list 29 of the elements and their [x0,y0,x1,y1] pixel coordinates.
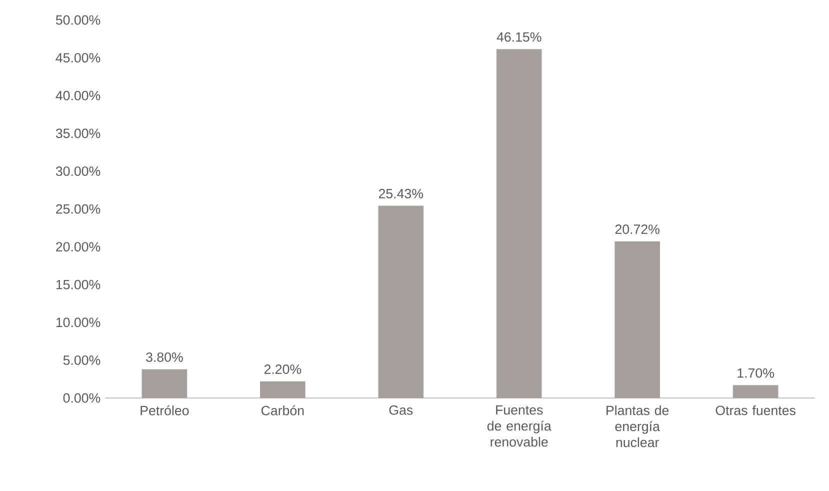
bar [142,369,188,398]
y-tick-label: 20.00% [56,242,100,252]
x-tick-label: Plantas de energía nuclear [606,405,669,448]
data-label: 1.70% [738,368,774,378]
y-tick-label: 10.00% [56,318,100,328]
y-tick-label: 40.00% [56,90,100,100]
x-tick-label: Gas [389,405,413,415]
bar [614,241,660,398]
data-label: 20.72% [615,224,660,234]
data-label: 3.80% [146,352,183,362]
y-tick-label: 35.00% [56,128,100,138]
y-tick-label: 0.00% [63,393,100,403]
data-label: 46.15% [496,32,542,42]
y-tick-label: 45.00% [56,53,100,63]
y-tick-label: 50.00% [56,15,100,25]
x-tick-label: Fuentes de energía renovable [487,405,552,447]
y-tick-label: 30.00% [56,166,100,176]
data-label: 25.43% [378,188,424,198]
data-label: 2.20% [264,364,302,374]
bar [496,49,542,398]
x-tick-label: Carbón [261,405,304,416]
bar [732,385,778,398]
x-tick-label: Otras fuentes [716,405,796,416]
y-tick-label: 25.00% [56,204,100,214]
y-tick-label: 5.00% [63,355,100,365]
bar [260,381,306,398]
x-tick-label: Petróleo [140,405,189,416]
bar [378,206,424,398]
y-tick-label: 15.00% [56,280,100,290]
